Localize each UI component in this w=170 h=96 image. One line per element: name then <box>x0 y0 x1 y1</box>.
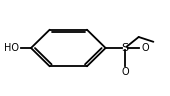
Text: HO: HO <box>4 43 19 53</box>
Text: O: O <box>121 67 129 77</box>
Text: O: O <box>141 43 149 53</box>
Text: S: S <box>122 43 129 53</box>
